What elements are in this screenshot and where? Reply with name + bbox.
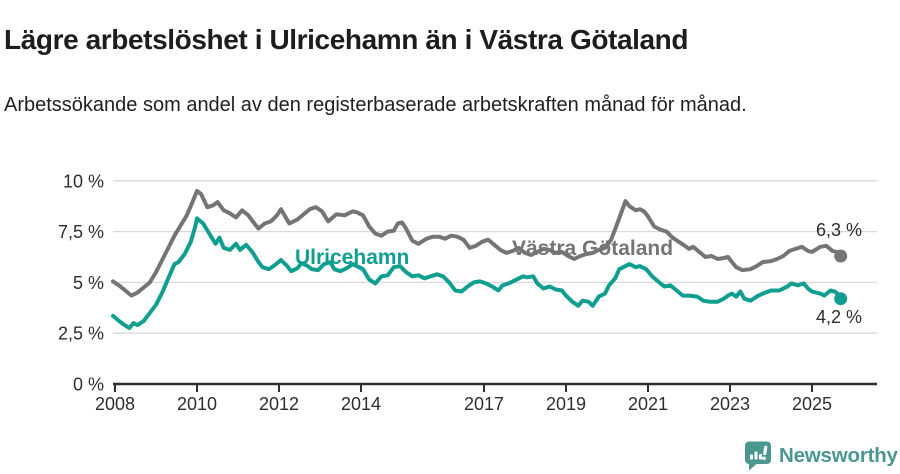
series-end-dot-ulricehamn bbox=[834, 292, 848, 306]
end-value-label-vastra-gotaland: 6,3 % bbox=[815, 220, 862, 240]
y-axis-label: 5 % bbox=[73, 273, 104, 293]
series-line-vastra-gotaland bbox=[111, 189, 843, 298]
y-axis-label: 2,5 % bbox=[58, 324, 104, 344]
chart-subtitle: Arbetssökande som andel av den registerb… bbox=[4, 94, 747, 116]
x-axis-label: 2010 bbox=[177, 394, 217, 414]
end-value-label-ulricehamn: 4,2 % bbox=[815, 307, 862, 327]
newsworthy-logo-icon bbox=[745, 441, 771, 471]
series-line-ulricehamn bbox=[111, 216, 843, 331]
y-axis-label: 10 % bbox=[63, 171, 104, 191]
y-axis-label: 7,5 % bbox=[58, 222, 104, 242]
x-axis-label: 2023 bbox=[710, 394, 750, 414]
series-end-dot-vastra-gotaland bbox=[834, 249, 848, 263]
x-axis-label: 2017 bbox=[464, 394, 504, 414]
x-axis-label: 2012 bbox=[259, 394, 299, 414]
x-axis-label: 2008 bbox=[95, 394, 135, 414]
series-label-vastra-gotaland: Västra Götaland bbox=[512, 237, 674, 260]
series-label-ulricehamn: Ulricehamn bbox=[295, 246, 410, 269]
x-axis-label: 2025 bbox=[792, 394, 832, 414]
newsworthy-logo-text: Newsworthy bbox=[779, 444, 898, 467]
x-axis-label: 2021 bbox=[628, 394, 668, 414]
newsworthy-logo: Newsworthy bbox=[744, 441, 898, 471]
x-axis-label: 2019 bbox=[546, 394, 586, 414]
y-axis-label: 0 % bbox=[73, 375, 104, 395]
page-title: Lägre arbetslöshet i Ulricehamn än i Väs… bbox=[4, 23, 689, 55]
x-axis-label: 2014 bbox=[341, 394, 381, 414]
